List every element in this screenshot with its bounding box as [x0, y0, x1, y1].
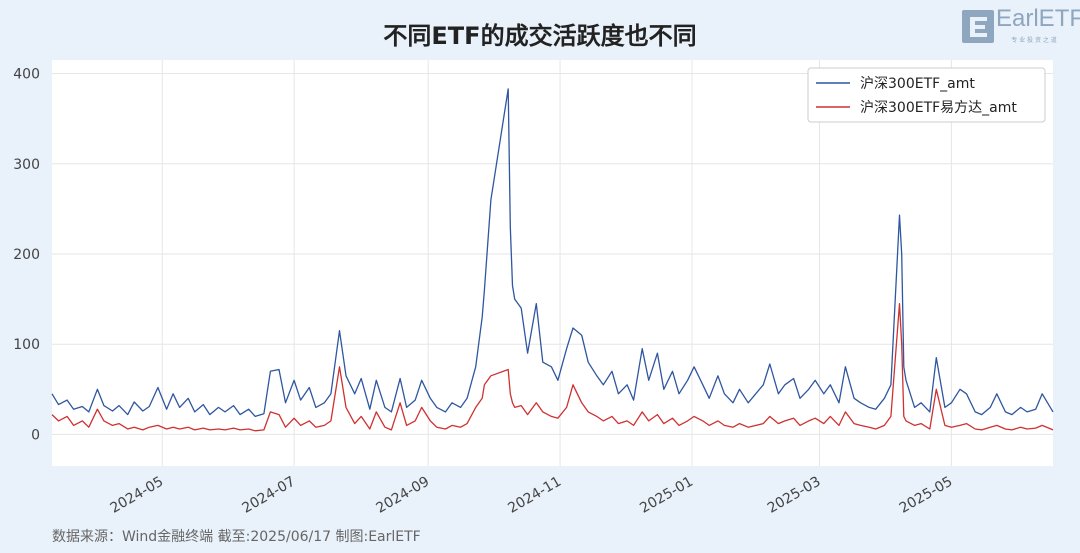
y-tick-label: 0 — [31, 427, 40, 443]
chart-title: 不同ETF的成交活跃度也不同 — [383, 22, 697, 50]
x-tick-label: 2025-05 — [897, 474, 956, 517]
logo-e-shape — [970, 17, 987, 37]
y-tick-label: 100 — [13, 337, 40, 353]
y-axis-ticks: 0 100 200 300 400 — [13, 67, 40, 444]
x-tick-label: 2025-01 — [637, 474, 696, 517]
legend: 沪深300ETF_amt 沪深300ETF易方达_amt — [807, 67, 1046, 123]
legend-box — [807, 67, 1046, 123]
y-tick-label: 300 — [13, 157, 40, 173]
x-axis-ticks: 2024-05 2024-07 2024-09 2024-11 2025-01 2025-… — [108, 474, 956, 517]
plot-area — [52, 60, 1053, 466]
earletf-logo: 专 业 投 资 之 道 — [962, 10, 1057, 44]
series-lines — [51, 88, 1054, 432]
legend-label-series-1: 沪深300ETF_amt — [860, 76, 975, 92]
series-line-2 — [51, 302, 1054, 432]
x-tick-label: 2025-03 — [765, 474, 824, 517]
logo-subtitle: 专 业 投 资 之 道 — [1011, 36, 1057, 44]
x-tick-label: 2024-11 — [505, 474, 564, 517]
x-tick-label: 2024-09 — [374, 474, 433, 517]
logo-text: EarlETF — [996, 5, 1080, 32]
x-tick-label: 2024-05 — [108, 474, 167, 517]
y-tick-label: 200 — [13, 247, 40, 263]
series-line-1 — [51, 88, 1054, 418]
grid-lines — [52, 60, 1053, 466]
y-tick-label: 400 — [13, 67, 40, 83]
legend-label-series-2: 沪深300ETF易方达_amt — [860, 100, 1017, 116]
x-tick-label: 2024-07 — [239, 474, 298, 517]
source-note: 数据来源：Wind金融终端 截至:2025/06/17 制图:EarlETF — [52, 529, 421, 545]
